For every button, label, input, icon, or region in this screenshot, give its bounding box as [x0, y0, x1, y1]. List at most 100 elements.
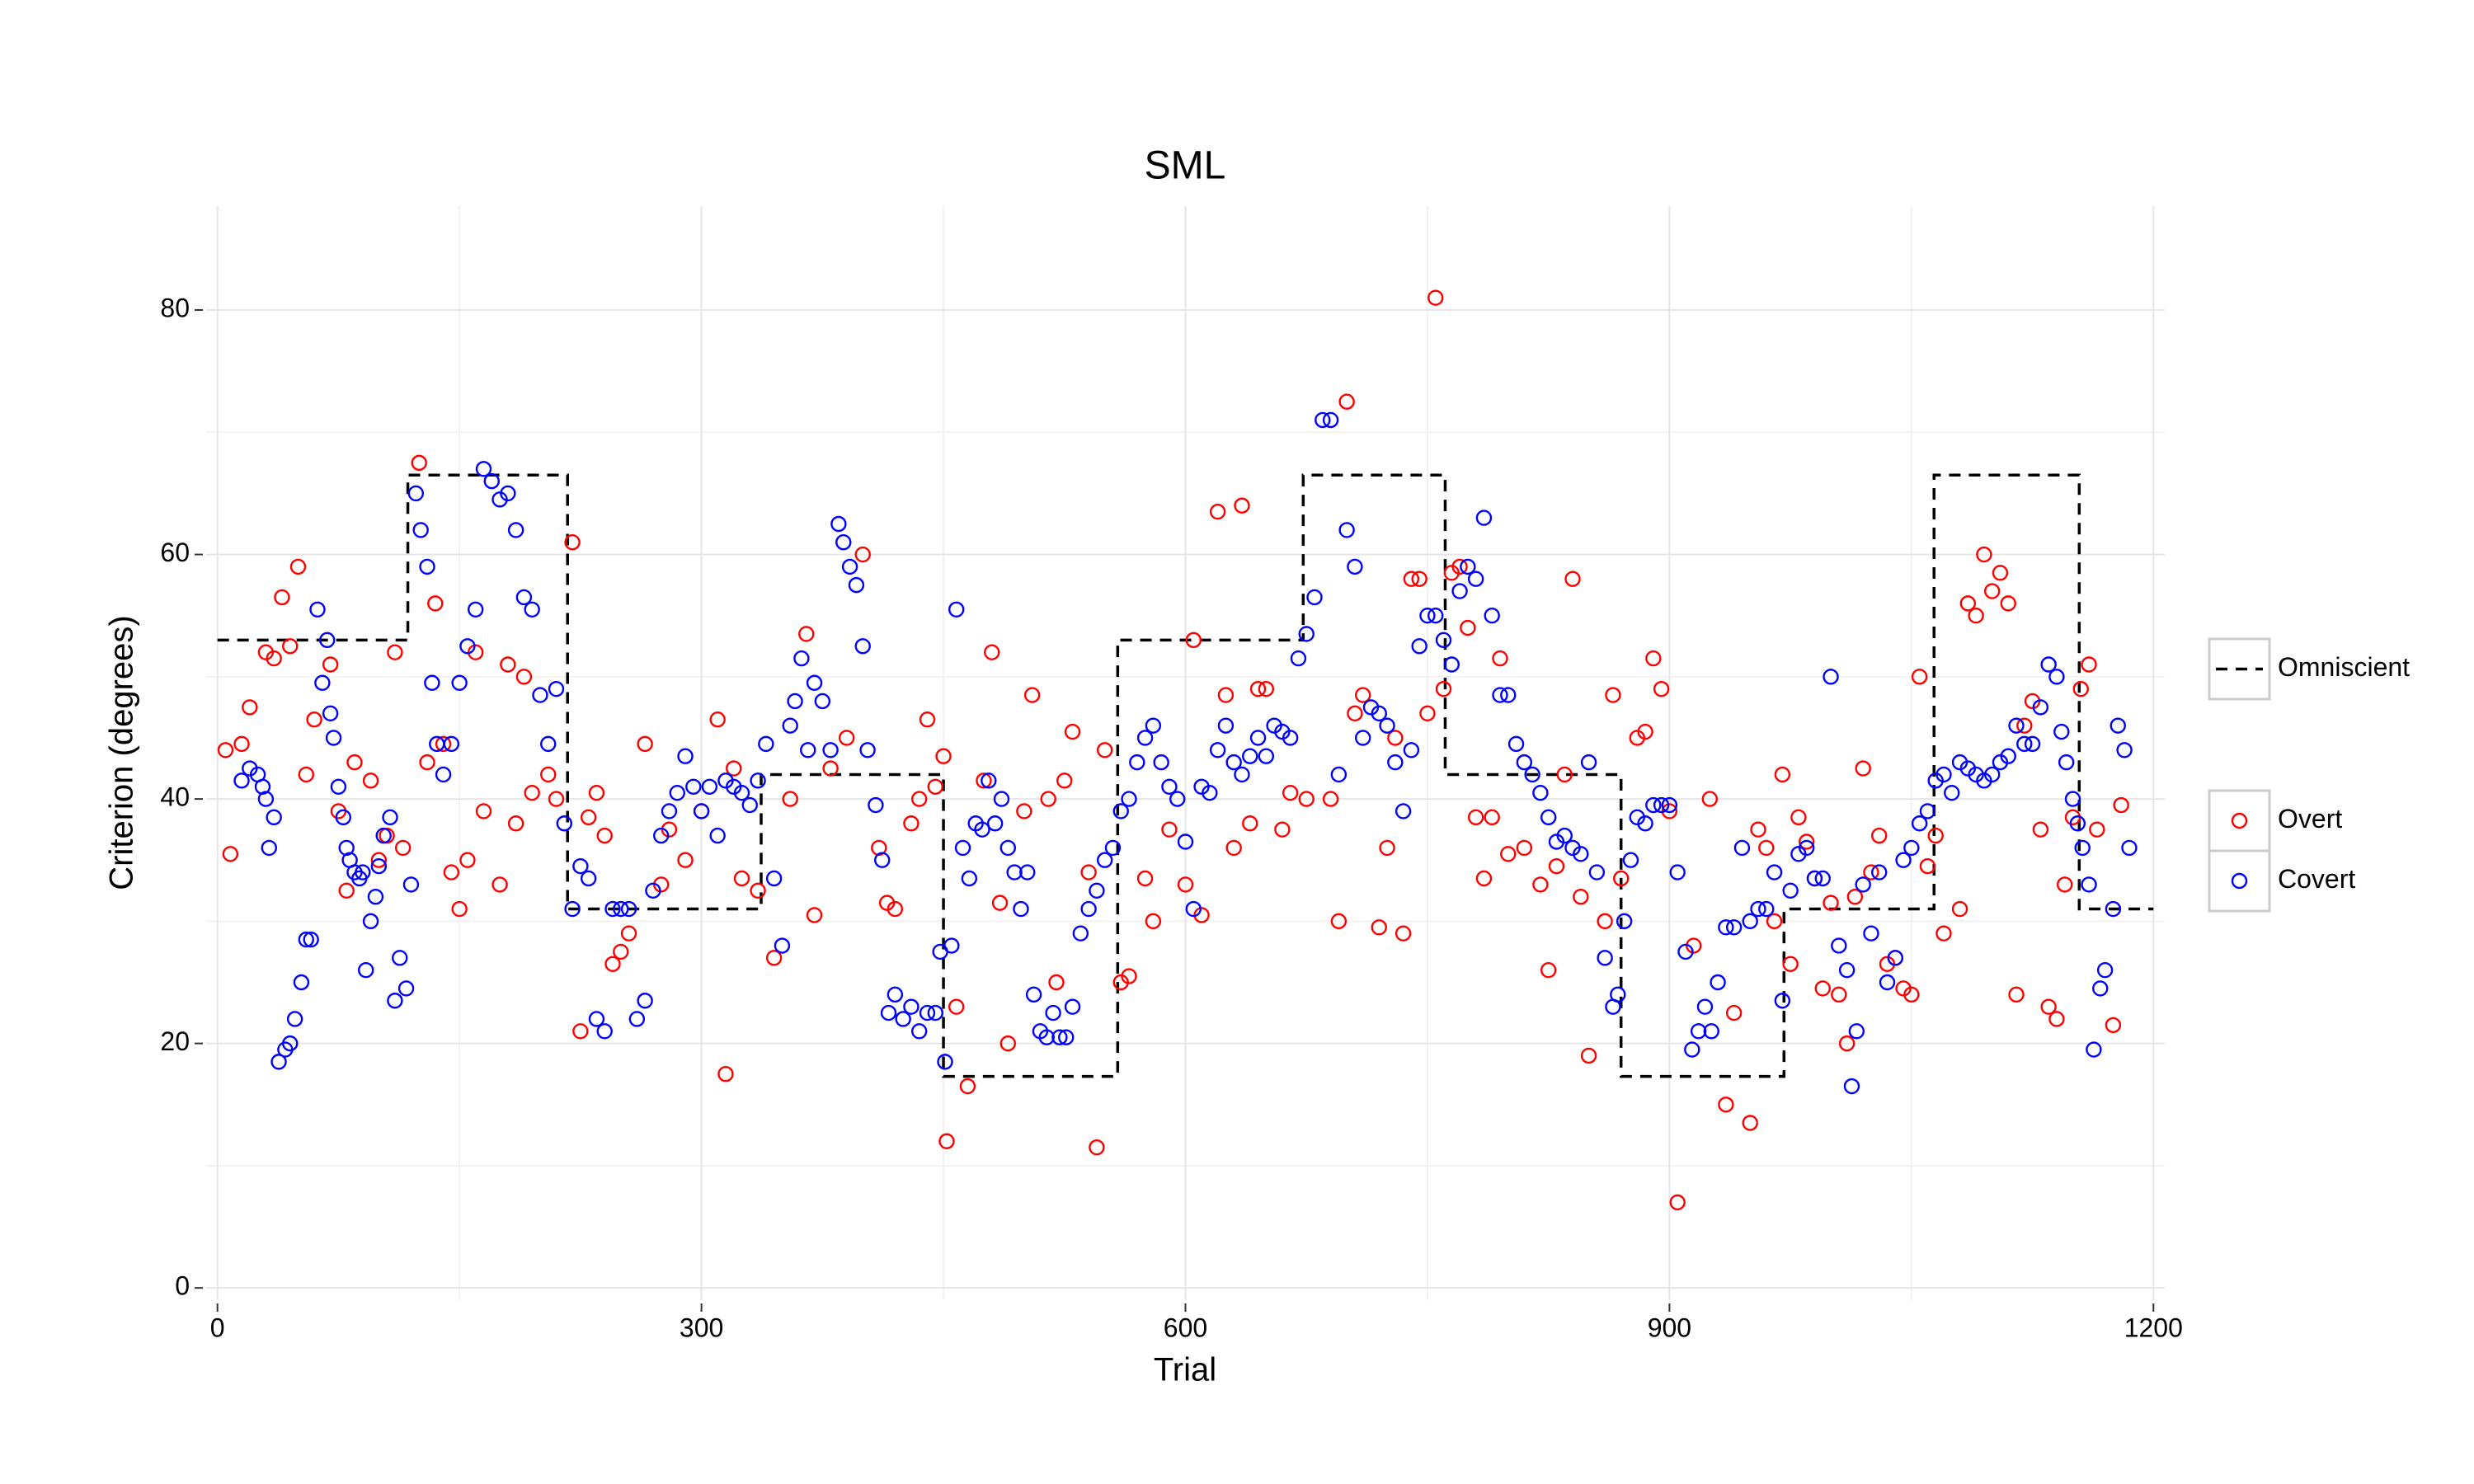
- data-point: [717, 1066, 734, 1082]
- data-point: [2105, 900, 2122, 918]
- data-point: [787, 693, 803, 710]
- data-point: [1725, 919, 1743, 936]
- data-point: [1774, 766, 1791, 783]
- data-point: [367, 889, 384, 905]
- data-point: [1282, 730, 1299, 746]
- data-point: [507, 815, 524, 832]
- data-point: [319, 632, 336, 649]
- data-point: [758, 735, 774, 753]
- data-point: [798, 626, 815, 642]
- data-point: [1315, 411, 1331, 429]
- data-point: [1976, 546, 1992, 563]
- data-point: [1935, 766, 1952, 783]
- legend-label: Overt: [2278, 804, 2342, 834]
- data-point: [1045, 1004, 1061, 1021]
- data-point: [1338, 522, 1355, 538]
- data-point: [782, 717, 798, 734]
- data-point: [1610, 986, 1626, 1003]
- data-point: [322, 656, 339, 673]
- data-point: [459, 638, 476, 655]
- data-point: [1006, 864, 1023, 881]
- data-point: [999, 1035, 1017, 1052]
- data-point: [1637, 815, 1653, 832]
- data-point: [733, 784, 750, 801]
- data-point: [1169, 791, 1186, 807]
- data-point: [1089, 1139, 1105, 1156]
- data-point: [1225, 839, 1242, 857]
- data-point: [1573, 846, 1589, 862]
- data-point: [859, 742, 876, 758]
- data-point: [515, 669, 533, 685]
- data-point: [919, 711, 936, 728]
- data-point: [1911, 815, 1928, 832]
- data-point: [1919, 803, 1936, 819]
- data-point: [937, 1054, 953, 1070]
- data-point: [911, 1023, 928, 1040]
- data-point: [1379, 717, 1395, 734]
- data-point: [1507, 735, 1525, 753]
- data-point: [282, 638, 299, 655]
- data-point: [1766, 913, 1783, 930]
- data-point: [800, 742, 816, 758]
- data-point: [1354, 687, 1371, 703]
- data-point: [580, 870, 597, 887]
- data-point: [1387, 730, 1404, 746]
- data-point: [2109, 717, 2126, 734]
- data-point: [1806, 870, 1823, 887]
- data-point: [1742, 913, 1758, 930]
- data-point: [1500, 846, 1517, 862]
- data-point: [2058, 754, 2075, 771]
- data-point: [814, 693, 831, 710]
- data-point: [2000, 595, 2016, 612]
- data-point: [1959, 595, 1977, 612]
- data-point: [1395, 803, 1412, 819]
- data-point: [1177, 876, 1194, 893]
- data-point: [1443, 656, 1460, 673]
- data-point: [1427, 607, 1444, 624]
- data-point: [1540, 809, 1557, 826]
- data-point: [1217, 717, 1235, 734]
- y-tick-label: 60: [160, 538, 190, 567]
- data-point: [419, 754, 435, 771]
- data-point: [2105, 1017, 2122, 1034]
- data-point: [1927, 827, 1944, 844]
- data-point: [741, 796, 758, 814]
- data-point: [1548, 857, 1565, 875]
- data-point: [588, 1011, 605, 1027]
- data-point: [1903, 986, 1920, 1003]
- data-point: [524, 784, 540, 801]
- data-point: [927, 778, 943, 795]
- data-point: [948, 601, 965, 618]
- data-point: [1038, 1029, 1055, 1045]
- data-point: [330, 778, 347, 795]
- data-point: [335, 809, 351, 826]
- data-point: [1782, 882, 1799, 899]
- data-point: [1023, 687, 1041, 703]
- data-point: [270, 1054, 287, 1070]
- data-point: [919, 1004, 936, 1021]
- data-point: [387, 993, 403, 1009]
- data-point: [382, 809, 398, 826]
- data-point: [459, 852, 476, 868]
- data-point: [1524, 766, 1540, 783]
- data-point: [835, 534, 852, 551]
- data-point: [1451, 583, 1468, 599]
- data-point: [1096, 852, 1113, 868]
- data-point: [1887, 950, 1903, 966]
- data-point: [1556, 827, 1573, 844]
- data-point: [1863, 864, 1879, 881]
- data-point: [443, 735, 460, 753]
- data-point: [242, 699, 258, 716]
- data-point: [397, 980, 415, 997]
- data-point: [1944, 784, 1960, 801]
- data-point: [1637, 723, 1653, 740]
- data-point: [1814, 980, 1831, 997]
- data-point: [854, 638, 871, 655]
- legend-key: [2208, 789, 2271, 852]
- data-point: [355, 864, 371, 881]
- data-point: [2096, 961, 2114, 979]
- legend-symbol: [2231, 812, 2248, 829]
- data-point: [2069, 815, 2086, 832]
- data-point: [1242, 748, 1258, 764]
